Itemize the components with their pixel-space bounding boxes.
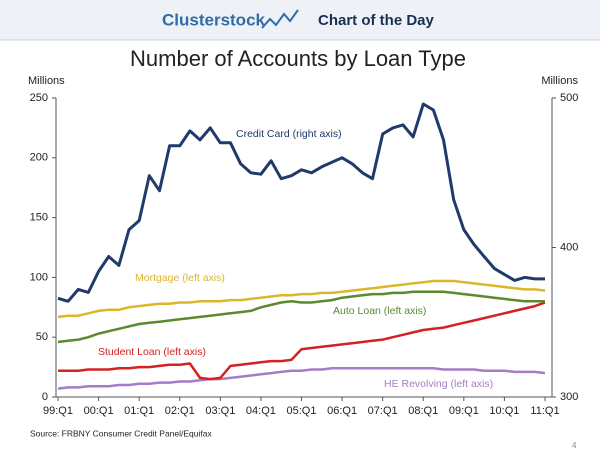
x-tick-label: 05:Q1 xyxy=(287,405,317,417)
x-tick-label: 10:Q1 xyxy=(489,405,519,417)
x-tick-label: 03:Q1 xyxy=(205,405,235,417)
y-tick-label: 50 xyxy=(36,331,48,343)
series-label: HE Revolving (left axis) xyxy=(384,378,493,390)
y2-tick-label: 300 xyxy=(560,391,578,403)
y-tick-label: 200 xyxy=(30,152,48,164)
brand: Clusterstock xyxy=(162,10,266,29)
tagline: Chart of the Day xyxy=(318,12,435,29)
y-tick-label: 250 xyxy=(30,92,48,104)
series-label: Auto Loan (left axis) xyxy=(333,305,426,317)
source: Source: FRBNY Consumer Credit Panel/Equi… xyxy=(30,428,212,438)
y2-tick-label: 500 xyxy=(560,92,578,104)
x-tick-label: 07:Q1 xyxy=(368,405,398,417)
series-label: Student Loan (left axis) xyxy=(98,346,206,358)
x-tick-label: 00:Q1 xyxy=(84,405,114,417)
series-line xyxy=(57,102,545,303)
x-tick-label: 01:Q1 xyxy=(124,405,154,417)
y-tick-label: 0 xyxy=(42,391,48,403)
x-tick-label: 11:Q1 xyxy=(530,405,559,417)
y-tick-label: 150 xyxy=(30,212,48,224)
series-label: Mortgage (left axis) xyxy=(135,272,225,284)
series-line xyxy=(57,367,546,390)
header-bar xyxy=(0,0,600,40)
series-line xyxy=(58,301,546,381)
x-tick-label: 09:Q1 xyxy=(449,405,479,417)
x-tick-label: 06:Q1 xyxy=(327,405,357,417)
x-tick-label: 08:Q1 xyxy=(408,405,438,417)
x-tick-label: 99:Q1 xyxy=(43,405,73,417)
x-tick-label: 04:Q1 xyxy=(246,405,276,417)
brand-icon xyxy=(261,9,299,29)
chart-title: Number of Accounts by Loan Type xyxy=(130,46,466,71)
page-number: 4 xyxy=(572,441,577,450)
y2-tick-label: 400 xyxy=(560,241,578,253)
y-axis-label: Millions xyxy=(28,75,65,87)
series-label: Credit Card (right axis) xyxy=(236,128,342,140)
series-line xyxy=(57,279,546,319)
y2-axis-label: Millions xyxy=(541,75,578,87)
x-tick-label: 02:Q1 xyxy=(165,405,195,417)
series-line xyxy=(57,290,545,344)
y-tick-label: 100 xyxy=(30,271,48,283)
